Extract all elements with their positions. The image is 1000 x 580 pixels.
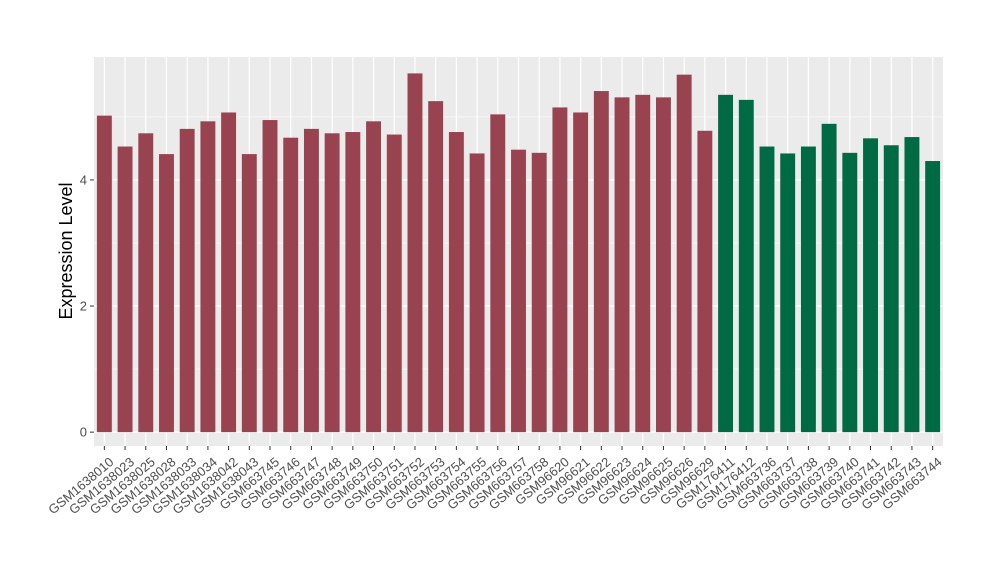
bar-GSM663739: [821, 123, 837, 433]
bar-GSM663756: [490, 114, 506, 433]
bar-GSM96623: [614, 97, 630, 433]
bar-GSM663752: [407, 73, 423, 433]
bar-GSM1638010: [96, 115, 112, 433]
x-axis: GSM1638010GSM1638023GSM1638025GSM1638028…: [45, 446, 945, 517]
bar-GSM663755: [469, 153, 485, 433]
bar-GSM96626: [676, 74, 692, 433]
bar-GSM663747: [303, 128, 319, 433]
bar-GSM96625: [655, 97, 671, 433]
bar-GSM663745: [262, 120, 278, 433]
bar-GSM663741: [863, 138, 878, 433]
bar-GSM1638042: [221, 112, 237, 433]
bar-GSM663748: [324, 133, 340, 433]
bar-GSM663737: [780, 153, 796, 433]
bar-GSM96621: [573, 112, 589, 433]
bar-GSM663746: [283, 137, 299, 433]
bar-GSM663743: [904, 137, 920, 433]
bar-GSM1638034: [200, 121, 216, 433]
y-tick-label: 0: [80, 425, 87, 440]
bar-GSM1638043: [241, 154, 257, 433]
bar-GSM96622: [593, 91, 609, 433]
bar-GSM663749: [345, 132, 361, 433]
bar-GSM96620: [552, 107, 568, 433]
y-axis-title: Expression Level: [56, 182, 76, 319]
bar-GSM1638028: [159, 154, 174, 433]
bar-GSM663750: [366, 121, 382, 433]
bar-GSM663758: [531, 152, 547, 433]
bar-GSM663744: [925, 161, 941, 433]
bar-GSM1638025: [138, 133, 154, 433]
y-axis: 0 2 4: [80, 172, 94, 440]
bar-GSM663742: [883, 145, 899, 433]
bar-GSM96629: [697, 130, 713, 433]
bar-GSM663757: [511, 149, 526, 433]
bars: [96, 73, 941, 433]
bar-GSM176412: [738, 99, 754, 433]
bar-GSM663738: [800, 146, 816, 433]
bar-GSM663736: [759, 146, 775, 433]
y-tick-label: 4: [80, 172, 87, 187]
bar-GSM663740: [842, 152, 858, 433]
bar-GSM1638033: [179, 128, 195, 433]
bar-GSM663754: [448, 132, 464, 433]
y-tick-label: 2: [80, 299, 87, 314]
bar-GSM176411: [718, 94, 734, 433]
bar-GSM663751: [386, 134, 402, 433]
bar-GSM663753: [428, 101, 444, 433]
bar-GSM1638023: [117, 146, 133, 433]
bar-GSM96624: [635, 94, 651, 433]
